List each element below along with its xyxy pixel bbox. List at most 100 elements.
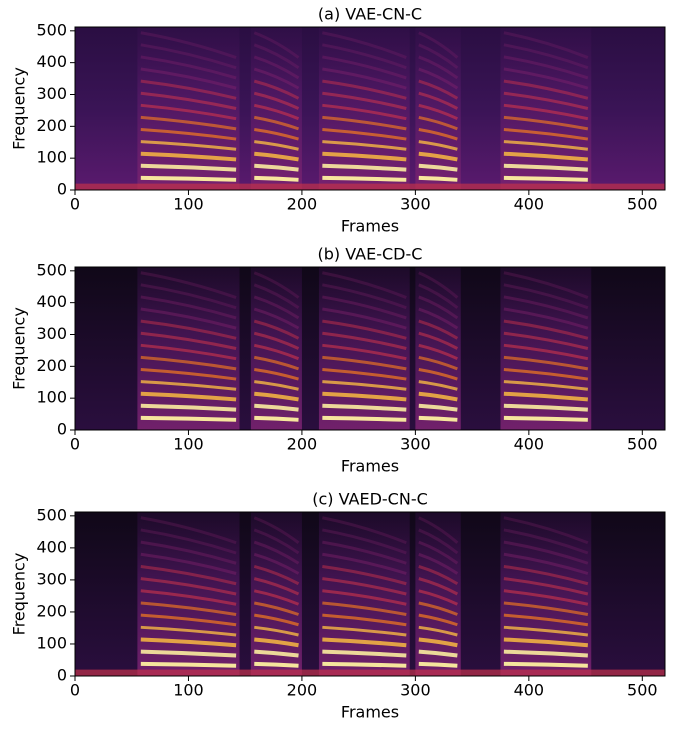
harmonic bbox=[253, 295, 300, 320]
harmonic bbox=[418, 613, 458, 627]
chart-title: (b) VAE-CD-C bbox=[318, 245, 423, 264]
harmonic bbox=[322, 79, 407, 100]
harmonic bbox=[503, 528, 589, 555]
harmonic bbox=[418, 79, 459, 100]
speech-region bbox=[250, 27, 302, 190]
harmonic bbox=[503, 55, 589, 80]
y-tick-label: 0 bbox=[57, 180, 67, 199]
chart-title: (a) VAE-CN-C bbox=[318, 5, 422, 24]
harmonic bbox=[418, 661, 458, 668]
harmonic bbox=[140, 355, 237, 371]
speech-region bbox=[415, 27, 461, 190]
x-tick-label: 100 bbox=[173, 681, 204, 700]
harmonic bbox=[322, 283, 407, 310]
x-tick-label: 200 bbox=[287, 435, 318, 454]
harmonic bbox=[322, 613, 407, 627]
harmonic bbox=[322, 307, 407, 330]
harmonic bbox=[322, 103, 407, 121]
harmonic bbox=[254, 151, 299, 162]
harmonic bbox=[418, 283, 459, 309]
y-tick-label: 300 bbox=[36, 324, 67, 343]
harmonic bbox=[418, 128, 458, 141]
harmonic bbox=[503, 79, 589, 100]
harmonic bbox=[418, 343, 458, 361]
speech-region bbox=[318, 512, 410, 676]
harmonic bbox=[322, 151, 407, 162]
harmonic bbox=[140, 163, 237, 172]
harmonic bbox=[322, 415, 407, 422]
harmonic bbox=[140, 613, 237, 627]
harmonic bbox=[253, 552, 300, 575]
harmonic bbox=[322, 271, 407, 299]
harmonic bbox=[503, 516, 589, 545]
y-tick-label: 0 bbox=[57, 666, 67, 685]
harmonic bbox=[418, 391, 458, 402]
harmonic bbox=[503, 589, 589, 606]
harmonic bbox=[418, 601, 458, 616]
harmonic bbox=[503, 43, 589, 70]
y-tick-label: 400 bbox=[36, 52, 67, 71]
harmonic bbox=[418, 552, 459, 575]
harmonic bbox=[418, 55, 459, 80]
x-tick-label: 0 bbox=[70, 195, 80, 214]
speech-region bbox=[137, 27, 240, 190]
x-tick-label: 0 bbox=[70, 681, 80, 700]
x-tick-label: 400 bbox=[514, 681, 545, 700]
harmonic bbox=[503, 151, 589, 162]
harmonic bbox=[140, 115, 237, 131]
harmonic bbox=[140, 140, 237, 151]
harmonic bbox=[253, 67, 300, 90]
x-tick-label: 500 bbox=[627, 435, 658, 454]
harmonic bbox=[503, 380, 589, 391]
harmonic bbox=[140, 661, 237, 668]
harmonic bbox=[418, 31, 459, 59]
harmonic bbox=[503, 283, 589, 310]
harmonic bbox=[322, 368, 407, 381]
harmonic bbox=[253, 271, 300, 299]
harmonic bbox=[322, 661, 407, 668]
harmonic bbox=[322, 343, 407, 361]
harmonic bbox=[503, 661, 588, 668]
harmonic bbox=[140, 415, 237, 422]
harmonic bbox=[253, 55, 300, 80]
harmonic bbox=[418, 380, 458, 391]
harmonic bbox=[503, 540, 589, 565]
y-axis-label: Frequency bbox=[10, 307, 29, 390]
harmonic bbox=[322, 380, 407, 391]
speech-region bbox=[500, 267, 592, 430]
spectrogram bbox=[74, 511, 666, 677]
harmonic bbox=[503, 552, 589, 575]
harmonic bbox=[254, 380, 299, 391]
harmonic bbox=[418, 140, 458, 151]
y-axis-label: Frequency bbox=[10, 553, 29, 636]
x-axis-label: Frames bbox=[341, 703, 399, 722]
harmonic bbox=[140, 380, 237, 391]
y-tick-label: 200 bbox=[36, 356, 67, 375]
x-axis-label: Frames bbox=[341, 217, 399, 236]
harmonic bbox=[253, 79, 300, 100]
harmonic bbox=[322, 601, 407, 616]
harmonic bbox=[322, 516, 407, 545]
harmonic bbox=[253, 577, 300, 596]
harmonic bbox=[418, 175, 458, 182]
x-tick-label: 300 bbox=[400, 681, 431, 700]
harmonic bbox=[322, 140, 407, 151]
harmonic bbox=[418, 103, 458, 121]
harmonic bbox=[418, 516, 459, 544]
harmonic bbox=[418, 151, 458, 162]
harmonic bbox=[254, 415, 299, 422]
x-tick-label: 400 bbox=[514, 195, 545, 214]
x-tick-label: 500 bbox=[627, 681, 658, 700]
harmonic bbox=[254, 368, 299, 381]
y-tick-label: 400 bbox=[36, 292, 67, 311]
harmonic bbox=[254, 140, 299, 151]
harmonic bbox=[322, 355, 407, 371]
harmonic bbox=[322, 552, 407, 575]
spectrogram bbox=[74, 26, 666, 191]
y-tick-label: 500 bbox=[36, 260, 67, 279]
harmonic bbox=[418, 368, 458, 381]
harmonic bbox=[418, 540, 459, 565]
harmonic bbox=[140, 343, 237, 361]
harmonic bbox=[253, 103, 300, 121]
harmonic bbox=[503, 343, 589, 361]
